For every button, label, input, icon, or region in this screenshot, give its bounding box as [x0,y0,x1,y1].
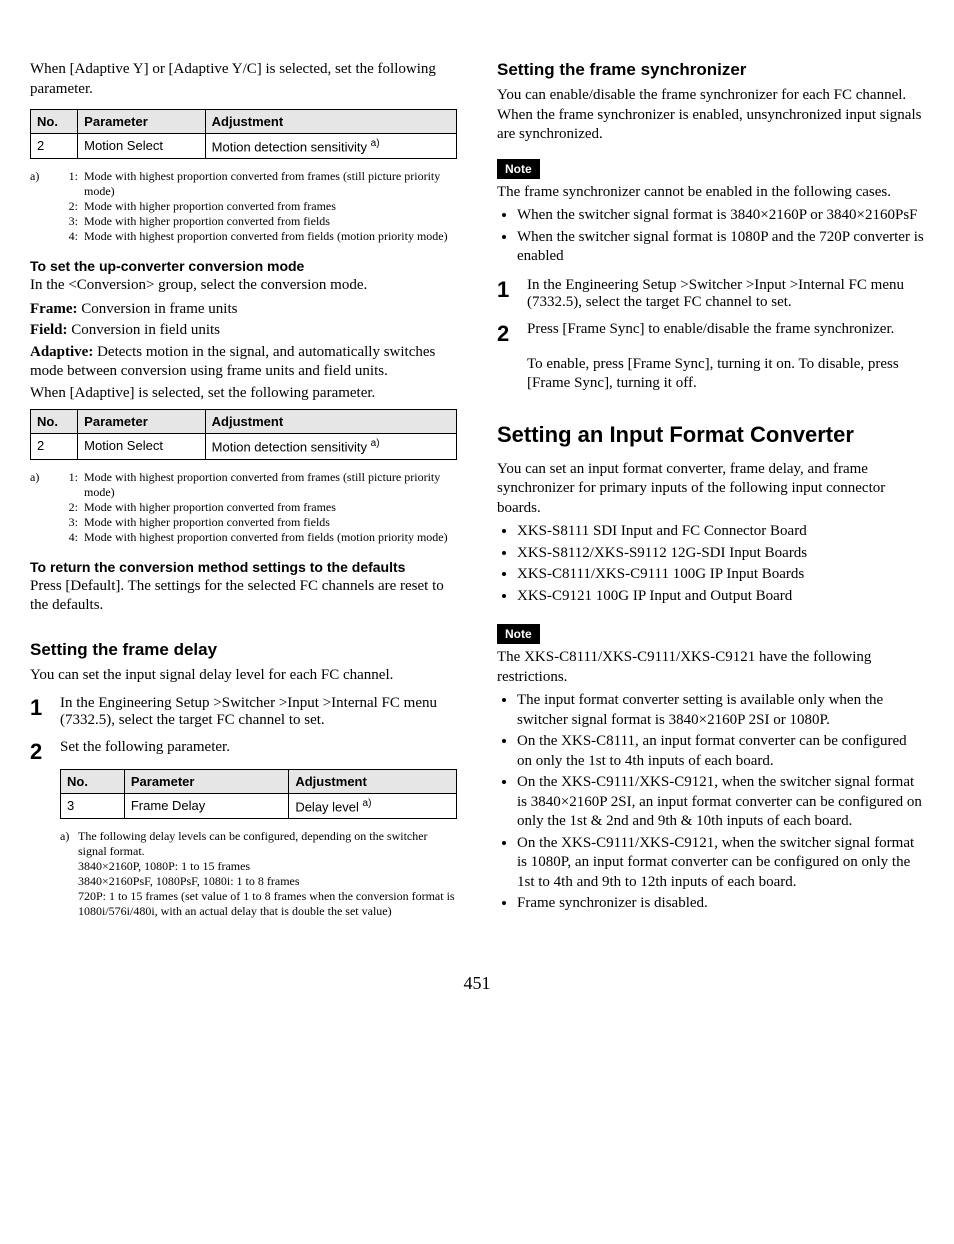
th-adj: Adjustment [205,110,456,134]
list-item: When the switcher signal format is 3840×… [517,206,924,226]
upconv-p2: When [Adaptive] is selected, set the fol… [30,384,457,404]
delay-step-1: 1 In the Engineering Setup >Switcher >In… [30,695,457,729]
th-param: Parameter [78,110,205,134]
td-adj: Motion detection sensitivity a) [205,134,456,159]
td-param: Frame Delay [124,794,288,819]
defaults-heading: To return the conversion method settings… [30,559,457,575]
list-item: XKS-S8112/XKS-S9112 12G-SDI Input Boards [517,544,924,564]
sync-note-list: When the switcher signal format is 3840×… [497,206,924,267]
sync-note-p: The frame synchronizer cannot be enabled… [497,183,924,203]
def-frame: Frame: Conversion in frame units [30,300,457,320]
td-adj: Motion detection sensitivity a) [205,434,456,459]
td-no: 3 [61,794,125,819]
step-body: Press [Frame Sync] to enable/disable the… [527,321,924,338]
th-no: No. [31,110,78,134]
list-item: On the XKS-C9111/XKS-C9121, when the swi… [517,834,924,893]
list-item: Frame synchronizer is disabled. [517,894,924,914]
th-param: Parameter [78,410,205,434]
sync-step-2b: To enable, press [Frame Sync], turning i… [497,355,924,394]
ifc-heading: Setting an Input Format Converter [497,422,924,448]
td-param: Motion Select [78,134,205,159]
delay-intro: You can set the input signal delay level… [30,666,457,686]
ifc-note-p: The XKS-C8111/XKS-C9111/XKS-C9121 have t… [497,648,924,687]
page-number: 451 [30,973,924,994]
ifc-note-list: The input format converter setting is av… [497,691,924,914]
page-columns: When [Adaptive Y] or [Adaptive Y/C] is s… [30,60,924,933]
right-column: Setting the frame synchronizer You can e… [497,60,924,933]
th-adj: Adjustment [289,770,457,794]
list-item: XKS-S8111 SDI Input and FC Connector Boa… [517,522,924,542]
note-label: Note [497,159,540,179]
ifc-intro: You can set an input format converter, f… [497,460,924,519]
intro-text: When [Adaptive Y] or [Adaptive Y/C] is s… [30,60,457,99]
param-table-2: No. Parameter Adjustment 2 Motion Select… [30,409,457,459]
delay-step-2: 2 Set the following parameter. [30,739,457,763]
td-adj: Delay level a) [289,794,457,819]
list-item: On the XKS-C9111/XKS-C9121, when the swi… [517,773,924,832]
ifc-boards-list: XKS-S8111 SDI Input and FC Connector Boa… [497,522,924,606]
upconv-heading: To set the up-converter conversion mode [30,258,457,274]
list-item: XKS-C8111/XKS-C9111 100G IP Input Boards [517,565,924,585]
def-adaptive: Adaptive: Detects motion in the signal, … [30,343,457,382]
sync-step-2: 2 Press [Frame Sync] to enable/disable t… [497,321,924,345]
frame-delay-heading: Setting the frame delay [30,640,457,660]
param-table-3: No. Parameter Adjustment 3 Frame Delay D… [60,769,457,819]
list-item: When the switcher signal format is 1080P… [517,228,924,267]
td-no: 2 [31,434,78,459]
footnote-3: a)The following delay levels can be conf… [30,829,457,919]
step-number: 1 [30,695,60,719]
note-label: Note [497,624,540,644]
sync-step-1: 1 In the Engineering Setup >Switcher >In… [497,277,924,311]
th-param: Parameter [124,770,288,794]
footnote-2: a)1:Mode with highest proportion convert… [30,470,457,545]
step-number: 2 [30,739,60,763]
th-no: No. [31,410,78,434]
left-column: When [Adaptive Y] or [Adaptive Y/C] is s… [30,60,457,933]
defaults-p: Press [Default]. The settings for the se… [30,577,457,616]
list-item: The input format converter setting is av… [517,691,924,730]
footnote-1: a)1:Mode with highest proportion convert… [30,169,457,244]
td-param: Motion Select [78,434,205,459]
sync-intro: You can enable/disable the frame synchro… [497,86,924,145]
td-no: 2 [31,134,78,159]
def-field: Field: Conversion in field units [30,321,457,341]
list-item: On the XKS-C8111, an input format conver… [517,732,924,771]
th-adj: Adjustment [205,410,456,434]
upconv-p1: In the <Conversion> group, select the co… [30,276,457,296]
step-body: Set the following parameter. [60,739,457,756]
param-table-1: No. Parameter Adjustment 2 Motion Select… [30,109,457,159]
step-number: 2 [497,321,527,345]
step-number: 1 [497,277,527,301]
step-body: In the Engineering Setup >Switcher >Inpu… [527,277,924,311]
list-item: XKS-C9121 100G IP Input and Output Board [517,587,924,607]
th-no: No. [61,770,125,794]
step-body: In the Engineering Setup >Switcher >Inpu… [60,695,457,729]
sync-heading: Setting the frame synchronizer [497,60,924,80]
